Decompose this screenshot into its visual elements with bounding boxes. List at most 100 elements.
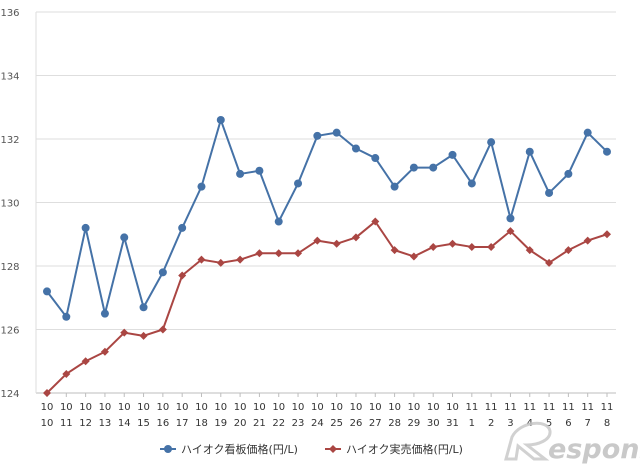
x-tick-label-day: 29 [408, 418, 421, 429]
data-point [545, 188, 554, 197]
data-point [429, 163, 438, 172]
x-tick-label-month: 10 [446, 402, 459, 413]
series-layer [43, 115, 611, 397]
y-axis: 124 126 128 130 132 134 136 [0, 8, 19, 400]
data-point [139, 303, 148, 312]
x-tick-label-month: 11 [562, 402, 575, 413]
legend: ハイオク看板価格(円/L) ハイオク実売価格(円/L) [160, 442, 463, 456]
x-tick-label-day: 13 [99, 418, 112, 429]
x-tick-label-month: 10 [408, 402, 421, 413]
data-point [603, 147, 611, 156]
data-point [332, 128, 341, 137]
data-point [255, 249, 264, 258]
data-point [564, 246, 573, 255]
data-point [216, 115, 225, 124]
x-axis: 1010101110121013101410151016101710181019… [41, 393, 614, 429]
x-tick-label-day: 11 [60, 418, 73, 429]
y-tick-label: 134 [0, 72, 19, 83]
x-tick-label-month: 10 [41, 402, 54, 413]
data-point [525, 246, 534, 255]
series-2 [43, 217, 611, 397]
x-tick-label-day: 24 [311, 418, 324, 429]
x-tick-label-day: 18 [195, 418, 208, 429]
x-tick-label-month: 11 [465, 402, 478, 413]
y-tick-label: 128 [0, 262, 19, 273]
x-tick-label-month: 10 [79, 402, 92, 413]
x-tick-label-month: 11 [581, 402, 594, 413]
x-tick-label-day: 23 [292, 418, 305, 429]
x-tick-label-month: 10 [369, 402, 382, 413]
x-tick-label-month: 10 [292, 402, 305, 413]
data-point [100, 309, 109, 318]
x-tick-label-day: 6 [565, 418, 571, 429]
data-point [583, 236, 592, 245]
x-tick-label-day: 14 [118, 418, 131, 429]
data-point [409, 163, 418, 172]
x-tick-label-month: 10 [118, 402, 131, 413]
x-tick-label-month: 10 [156, 402, 169, 413]
x-tick-label-day: 12 [79, 418, 92, 429]
series-1 [43, 115, 611, 321]
x-tick-label-month: 11 [485, 402, 498, 413]
x-tick-label-day: 25 [330, 418, 343, 429]
x-tick-label-month: 11 [523, 402, 536, 413]
x-tick-label-month: 10 [99, 402, 112, 413]
legend-item-1: ハイオク看板価格(円/L) [160, 442, 298, 456]
x-tick-label-day: 20 [234, 418, 247, 429]
x-tick-label-day: 2 [488, 418, 494, 429]
data-point [158, 325, 167, 334]
data-point [332, 239, 341, 248]
data-point [43, 389, 51, 397]
x-tick-label-month: 11 [601, 402, 614, 413]
y-tick-label: 124 [0, 389, 19, 400]
data-point [43, 287, 51, 296]
data-point [62, 312, 71, 321]
x-tick-label-month: 10 [234, 402, 247, 413]
x-tick-label-day: 10 [41, 418, 54, 429]
data-point [236, 169, 245, 178]
data-point [487, 242, 496, 251]
x-tick-label-day: 22 [272, 418, 285, 429]
data-point [583, 128, 592, 137]
data-point [216, 258, 225, 267]
x-tick-label-month: 10 [427, 402, 440, 413]
data-point [139, 331, 148, 340]
data-point [429, 242, 438, 251]
data-point [448, 150, 457, 159]
y-tick-label: 136 [0, 8, 19, 19]
data-point [545, 258, 554, 267]
data-point [178, 223, 187, 232]
watermark-text: esponse. [548, 434, 640, 465]
data-point [487, 138, 496, 147]
data-point [313, 236, 322, 245]
data-point [274, 249, 283, 258]
data-point [390, 246, 399, 255]
x-tick-label-month: 11 [543, 402, 556, 413]
x-tick-label-month: 10 [272, 402, 285, 413]
series-line [46, 220, 608, 394]
data-point [120, 328, 129, 337]
data-point [371, 154, 380, 163]
x-tick-label-day: 17 [176, 418, 189, 429]
watermark: esponse. [504, 421, 640, 465]
x-tick-label-day: 3 [507, 418, 513, 429]
data-point [81, 357, 90, 366]
x-tick-label-day: 15 [137, 418, 150, 429]
x-tick-label-day: 30 [427, 418, 440, 429]
data-point [294, 179, 303, 188]
data-point [197, 182, 206, 191]
x-tick-label-month: 10 [195, 402, 208, 413]
data-point [351, 144, 360, 153]
data-point [525, 147, 534, 156]
data-point [294, 249, 303, 258]
data-point [197, 255, 206, 264]
x-tick-label-month: 10 [330, 402, 343, 413]
legend-marker [329, 445, 337, 453]
x-tick-label-day: 5 [546, 418, 552, 429]
gridlines [35, 11, 616, 394]
data-point [81, 223, 90, 232]
data-point [62, 369, 71, 378]
x-tick-label-month: 10 [253, 402, 266, 413]
x-tick-label-day: 21 [253, 418, 266, 429]
x-tick-label-day: 28 [388, 418, 401, 429]
